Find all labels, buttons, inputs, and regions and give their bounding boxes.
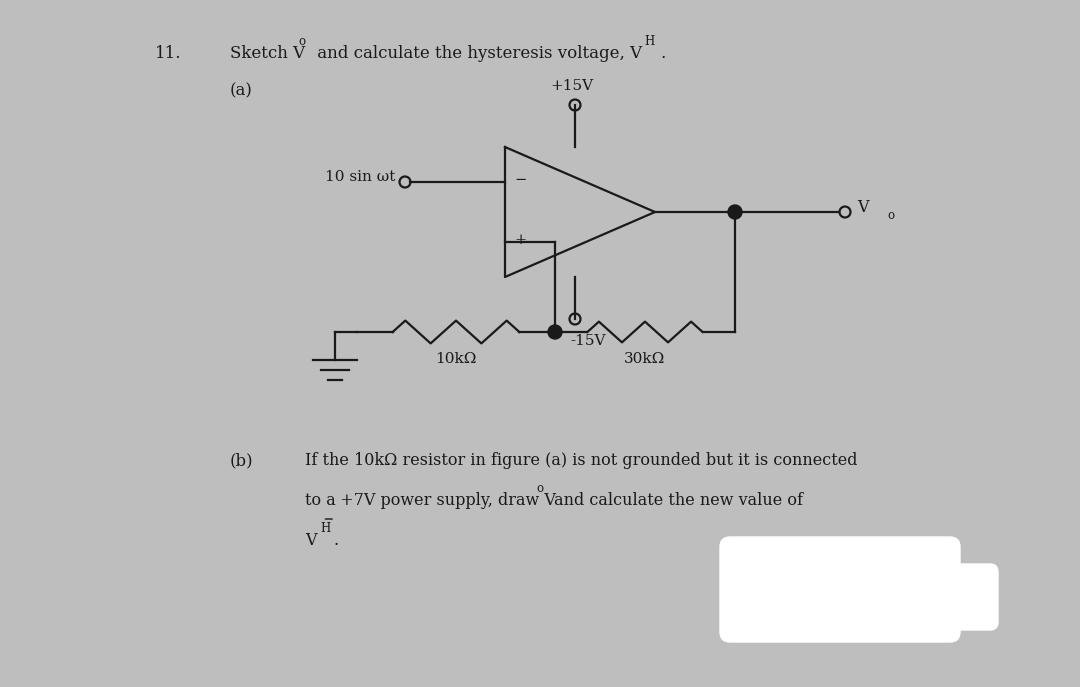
Circle shape (548, 325, 562, 339)
Text: o: o (298, 35, 306, 48)
Text: V: V (305, 532, 316, 549)
Text: (b): (b) (230, 452, 254, 469)
FancyBboxPatch shape (937, 564, 998, 630)
Text: −: − (514, 173, 526, 187)
FancyBboxPatch shape (720, 537, 960, 642)
Text: 11.: 11. (156, 45, 181, 62)
Circle shape (728, 205, 742, 219)
Text: H: H (321, 522, 330, 535)
Text: .: . (334, 532, 339, 549)
Text: +7V power supply, draw V: +7V power supply, draw V (335, 492, 556, 509)
Text: -15V: -15V (570, 334, 606, 348)
Text: 10kΩ: 10kΩ (435, 352, 476, 366)
Text: 10 sin ωt: 10 sin ωt (325, 170, 395, 184)
Text: V: V (858, 199, 868, 216)
Text: .: . (660, 45, 665, 62)
Text: +: + (514, 233, 526, 247)
Text: 30kΩ: 30kΩ (624, 352, 665, 366)
Text: o: o (536, 482, 543, 495)
Text: Sketch V: Sketch V (230, 45, 306, 62)
Text: (a): (a) (230, 82, 253, 99)
Text: o: o (887, 208, 894, 221)
Text: If the 10kΩ resistor in figure (a) is not grounded but it is connected: If the 10kΩ resistor in figure (a) is no… (305, 452, 858, 469)
Text: and calculate the new value of: and calculate the new value of (549, 492, 804, 509)
Text: and calculate the hysteresis voltage, V: and calculate the hysteresis voltage, V (312, 45, 643, 62)
Text: +15V: +15V (550, 79, 593, 93)
Text: H: H (644, 35, 654, 48)
Text: to a: to a (305, 492, 336, 509)
